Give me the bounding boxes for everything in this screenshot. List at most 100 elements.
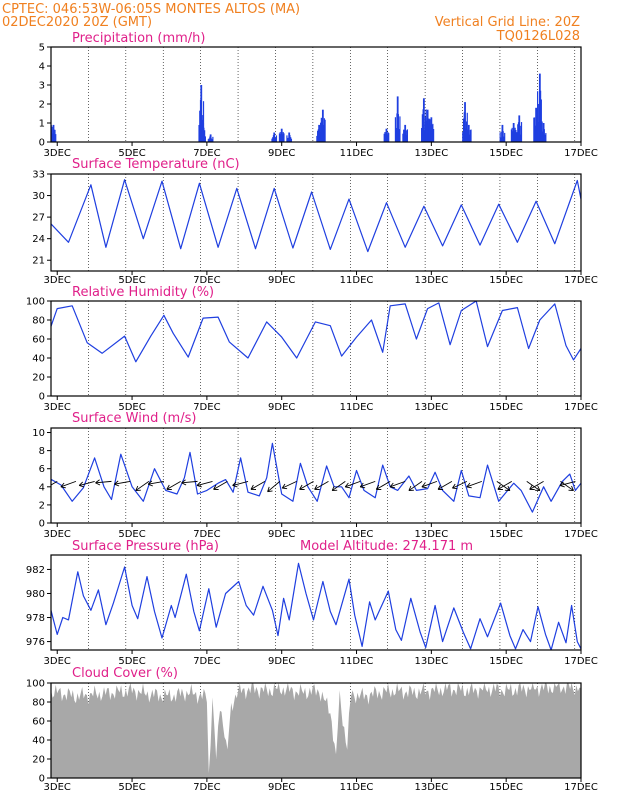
wind-arrow-head — [78, 481, 85, 488]
wind-plot-area — [51, 442, 581, 513]
precip-bar — [517, 124, 519, 142]
pressure-title: Surface Pressure (hPa) — [72, 539, 219, 554]
temp-series-line — [51, 179, 581, 253]
wind-ytick-label: 10 — [32, 428, 45, 439]
cloud-frame — [50, 682, 582, 779]
precip-bar — [542, 131, 544, 142]
wind-arrow — [314, 480, 329, 490]
precip-bar — [537, 122, 539, 142]
wind-arrow-head — [181, 479, 187, 486]
wind-arrow-head — [452, 483, 458, 490]
precip-bar — [421, 114, 423, 142]
pressure-ytick-label: 980 — [26, 589, 45, 600]
precip-bar — [403, 129, 406, 142]
precip-xtick-label: 3DEC — [44, 148, 71, 159]
precip-ytick-label: 2 — [39, 100, 45, 111]
precip-bar — [537, 103, 539, 142]
precip-bar — [271, 138, 273, 142]
precip-ytick-label: 0 — [39, 138, 45, 149]
cloud-xtick-label: 11DEC — [340, 782, 374, 793]
precip-bar — [199, 99, 202, 142]
temp-frame — [50, 173, 582, 272]
wind-arrow-head — [281, 483, 288, 490]
precip-bar — [288, 135, 290, 142]
wind-xtick-label: 13DEC — [414, 529, 448, 540]
precip-bar — [280, 134, 282, 142]
cloud-plot-area — [51, 683, 581, 778]
wind-arrow — [51, 480, 58, 486]
precip-bar — [23, 134, 24, 142]
precip-bar — [202, 101, 205, 142]
precip-bar — [27, 137, 28, 142]
wind-arrow-head — [314, 484, 320, 490]
precip-bar — [541, 121, 543, 142]
wind-arrow-head — [95, 479, 101, 486]
precip-bar — [286, 135, 288, 142]
precip-bar — [323, 118, 325, 142]
precip-bar — [427, 125, 429, 142]
precip-xtick-label: 15DEC — [489, 148, 523, 159]
temp-ytick-label: 33 — [32, 170, 45, 181]
wind-arrow-head — [196, 481, 202, 488]
precip-bar — [430, 117, 433, 142]
precip-bar — [423, 115, 425, 142]
cloud-xtick-label: 17DEC — [564, 782, 598, 793]
wind-xtick-label: 17DEC — [564, 529, 598, 540]
precip-bar — [210, 136, 212, 142]
wind-arrow — [452, 480, 468, 489]
precip-bar — [272, 137, 274, 142]
precip-bar — [207, 139, 209, 142]
wind-arrow-head — [437, 484, 444, 490]
wind-arrow-head — [359, 482, 366, 489]
precip-bar — [432, 123, 434, 142]
wind-arrow-head — [114, 480, 120, 487]
precip-bar — [511, 127, 513, 142]
precip-bar — [428, 124, 430, 142]
precip-bar — [467, 130, 469, 142]
wind-arrow — [267, 481, 281, 493]
precip-bar — [395, 128, 397, 142]
wind-title: Surface Wind (m/s) — [72, 411, 196, 426]
precip-bar — [539, 90, 542, 142]
wind-frame — [50, 427, 582, 524]
wind-arrow — [281, 480, 297, 489]
wind-arrow-head — [299, 484, 305, 490]
precip-bar — [289, 135, 291, 142]
wind-arrow — [526, 481, 541, 491]
precip-bar — [402, 133, 404, 142]
precip-bar — [320, 122, 322, 142]
cloud-xtick-label: 13DEC — [414, 782, 448, 793]
wind-xtick-label: 3DEC — [44, 529, 71, 540]
precip-bar — [29, 134, 30, 142]
precip-bar — [316, 135, 318, 142]
rh-plot-area — [51, 301, 581, 363]
temp-ytick-label: 30 — [32, 191, 45, 202]
rh-xtick-label: 9DEC — [268, 402, 295, 413]
wind-arrow — [389, 480, 406, 488]
precip-bar — [54, 129, 56, 142]
precip-bar — [421, 128, 423, 142]
precip-bar — [45, 128, 46, 142]
wind-arrow-head — [375, 484, 382, 490]
precip-bar — [281, 134, 284, 142]
cloud-ytick-label: 40 — [32, 736, 45, 747]
precip-bar — [199, 110, 201, 142]
cloud-ytick-label: 100 — [26, 679, 45, 690]
precip-bar — [403, 129, 405, 142]
precip-bar — [281, 138, 283, 142]
precip-bar — [424, 130, 426, 142]
wind-arrow — [345, 480, 361, 488]
precip-ytick-label: 1 — [39, 119, 45, 130]
precip-bar — [501, 131, 503, 142]
pressure-plot-area — [51, 562, 581, 650]
precip-bar — [432, 129, 435, 142]
wind-series-line — [51, 442, 581, 513]
precip-xtick-label: 7DEC — [193, 148, 220, 159]
precip-bar — [465, 133, 468, 142]
precip-bar — [20, 135, 21, 142]
precip-bar — [540, 130, 542, 142]
precip-xtick-label: 5DEC — [118, 148, 145, 159]
precip-bar — [406, 129, 409, 142]
temp-xtick-label: 5DEC — [118, 275, 145, 286]
